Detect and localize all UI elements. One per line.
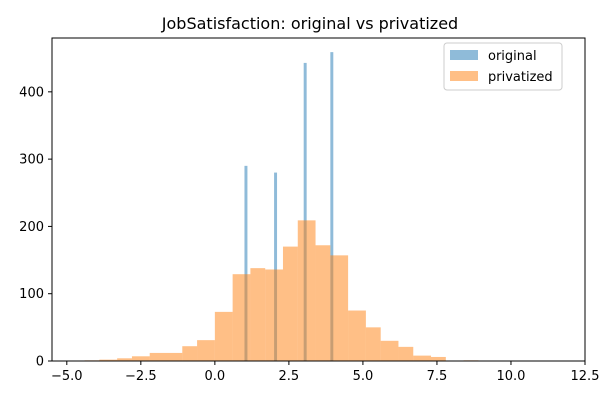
axes: −5.0 −2.5 0.0 2.5 5.0 7.5 10.0 12.5 0 100 200 300 40…	[19, 37, 600, 384]
bar-privatized-11	[265, 269, 283, 361]
x-tick-label: −5.0	[51, 369, 83, 384]
legend-label-privatized: privatized	[488, 70, 553, 85]
x-tick-label: 7.5	[427, 369, 448, 384]
bar-original-2	[303, 62, 307, 362]
bar-privatized-17	[365, 327, 381, 361]
bar-privatized-13	[297, 220, 316, 361]
x-tick-label: 12.5	[571, 369, 600, 384]
series-original	[244, 52, 334, 362]
chart-title: JobSatisfaction: original vs privatized	[161, 14, 458, 33]
x-tick-label: 5.0	[353, 369, 374, 384]
y-tick-label: 200	[19, 220, 44, 235]
bar-privatized-4	[149, 352, 165, 361]
legend-swatch-original	[450, 50, 478, 60]
bar-privatized-18	[380, 340, 399, 361]
axes-frame	[51, 37, 586, 362]
legend: original privatized	[443, 42, 563, 91]
bar-privatized-5	[164, 352, 183, 361]
bar-privatized-16	[348, 310, 366, 361]
y-tick-label: 100	[19, 287, 44, 302]
bar-privatized-1	[99, 359, 118, 361]
bar-original-3	[330, 52, 334, 361]
bar-privatized-3	[131, 356, 150, 361]
bar-privatized-15	[330, 255, 349, 361]
plot-area	[84, 52, 479, 362]
y-tick-label: 300	[19, 153, 44, 168]
bar-privatized-9	[232, 274, 251, 361]
bar-privatized-10	[250, 268, 266, 361]
series-privatized	[84, 220, 479, 361]
bar-original-0	[244, 165, 248, 361]
bar-privatized-7	[197, 340, 215, 361]
y-tick-label: 0	[36, 355, 44, 370]
bar-privatized-20	[413, 355, 432, 361]
bar-privatized-12	[282, 246, 298, 361]
x-tick-label: −2.5	[125, 369, 157, 384]
legend-label-original: original	[488, 49, 537, 64]
bar-original-1	[274, 172, 278, 361]
x-tick-label: 2.5	[279, 369, 300, 384]
bar-privatized-21	[431, 356, 446, 361]
bar-privatized-8	[214, 311, 233, 361]
x-tick-label: 10.0	[496, 369, 525, 384]
bar-privatized-19	[398, 346, 414, 361]
bar-privatized-14	[315, 245, 331, 361]
legend-swatch-privatized	[450, 71, 478, 81]
y-tick-label: 400	[19, 85, 44, 100]
bar-privatized-2	[117, 358, 132, 361]
bar-privatized-6	[182, 346, 198, 361]
x-tick-label: 0.0	[205, 369, 226, 384]
